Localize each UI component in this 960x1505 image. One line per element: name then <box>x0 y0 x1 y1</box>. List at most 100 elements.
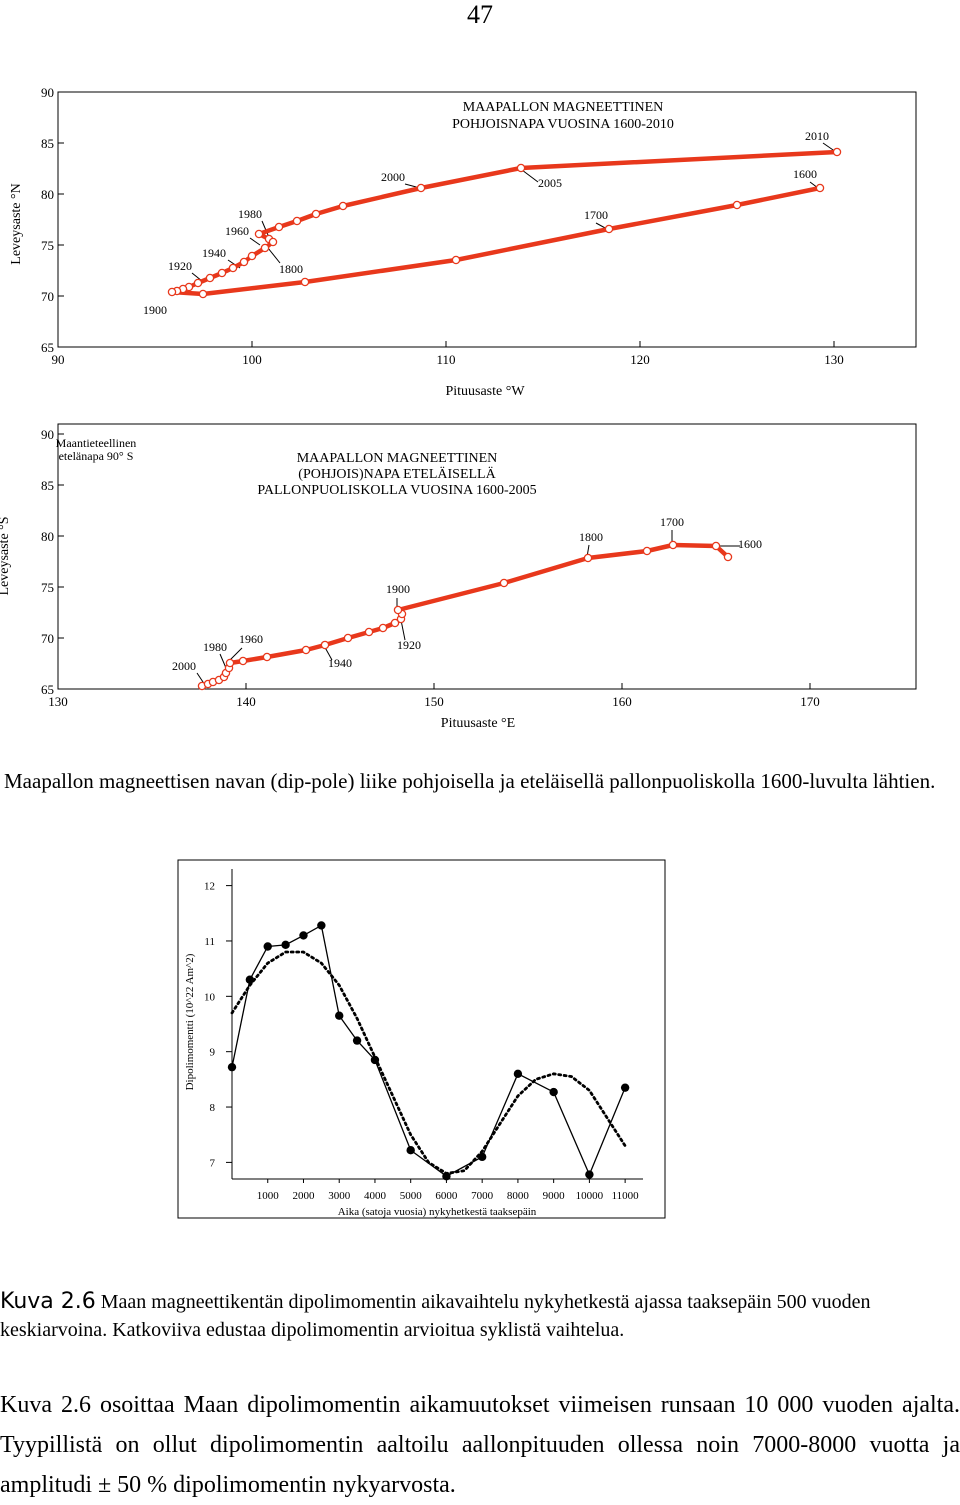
dipole-data-point <box>245 975 255 984</box>
south-year-label-leader <box>229 647 243 661</box>
north-plot-frame <box>57 91 917 348</box>
south-chart-title-line-2: (POHJOIS)NAPA ETELÄISELLÄ <box>298 465 496 482</box>
dipole-x-tick-label: 4000 <box>364 1190 387 1202</box>
south-year-label: 1700 <box>660 515 684 529</box>
south-pole-position-marker <box>499 578 509 588</box>
south-pole-path-chart: Maantieteellinen etelänapa 90° S MAAPALL… <box>0 423 917 731</box>
dipole-x-tick-label: 6000 <box>435 1190 458 1202</box>
north-year-label: 2010 <box>805 129 829 143</box>
south-pole-position-marker <box>225 658 235 668</box>
south-chart-title-line-3: PALLONPUOLISKOLLA VUOSINA 1600-2005 <box>257 483 536 498</box>
north-y-tick-label: 85 <box>41 136 54 151</box>
north-year-label-leader <box>267 247 281 264</box>
south-year-label: 1600 <box>738 537 762 551</box>
south-x-tick-label: 160 <box>612 694 632 709</box>
north-chart-title-line-2: POHJOISNAPA VUOSINA 1600-2010 <box>452 117 674 132</box>
south-y-tick-label: 85 <box>41 478 54 493</box>
dipole-data-point <box>352 1036 362 1045</box>
south-year-label: 1940 <box>328 656 352 670</box>
dipole-y-tick-label: 12 <box>204 881 215 893</box>
page-number: 47 <box>467 0 493 29</box>
dipole-moment-chart: Dipolimomentti (10^22 Am^2) Aika (satoja… <box>177 859 666 1219</box>
north-y-axis-label: Leveysaste °N <box>9 183 24 264</box>
south-y-tick-label: 80 <box>41 529 54 544</box>
north-chart-title-line-1: MAAPALLON MAGNEETTINEN <box>463 100 664 115</box>
south-pole-position-marker <box>393 605 403 615</box>
south-x-tick-label: 170 <box>800 694 820 709</box>
north-pole-position-marker <box>268 237 278 247</box>
dipole-y-tick-label: 8 <box>210 1102 216 1114</box>
south-pole-position-marker <box>343 633 353 643</box>
dipole-measured-line <box>231 924 626 1177</box>
south-y-tick-label: 65 <box>41 682 54 697</box>
south-pole-position-marker <box>583 553 593 563</box>
dipole-data-point <box>585 1170 594 1179</box>
dipole-data-point <box>335 1011 344 1020</box>
north-year-label: 1900 <box>143 303 167 317</box>
south-note-line-2: etelänapa 90° S <box>59 449 134 463</box>
south-pole-position-marker <box>723 552 733 562</box>
north-year-label-leader <box>249 237 261 246</box>
north-year-label: 1940 <box>202 246 226 260</box>
dipole-data-point <box>281 940 290 950</box>
north-pole-position-marker <box>228 263 238 273</box>
dipole-x-tick-label: 10000 <box>576 1190 604 1202</box>
dipole-x-axis-label: Aika (satoja vuosia) nykyhetkestä taakse… <box>338 1206 537 1218</box>
south-pole-position-marker <box>642 546 652 556</box>
south-year-label: 2000 <box>172 659 196 673</box>
north-pole-position-marker <box>416 183 426 193</box>
south-x-tick-label: 130 <box>48 694 68 709</box>
figure-caption: Kuva 2.6 Maan magneettikentän dipolimome… <box>0 1288 960 1344</box>
south-y-tick-label: 75 <box>41 580 54 595</box>
south-y-tick-label: 70 <box>41 631 54 646</box>
south-year-label: 1920 <box>397 638 421 652</box>
north-pole-position-marker <box>193 278 203 288</box>
dipole-y-tick-label: 10 <box>204 991 216 1003</box>
north-x-tick-label: 110 <box>436 352 455 367</box>
dipole-chart-frame <box>177 859 666 1219</box>
dipole-data-point <box>370 1055 380 1065</box>
north-y-tick-label: 70 <box>41 289 54 304</box>
south-pole-position-marker <box>390 618 400 628</box>
dipole-x-tick-label: 8000 <box>507 1190 530 1202</box>
figure-caption-text: Maan magneettikentän dipolimomentin aika… <box>0 1291 871 1341</box>
north-year-label: 1920 <box>168 259 192 273</box>
north-pole-position-marker <box>217 268 227 278</box>
dipole-data-point <box>477 1152 487 1162</box>
south-year-label: 1980 <box>203 640 227 654</box>
south-x-axis-label: Pituusaste °E <box>441 716 515 731</box>
north-x-tick-label: 130 <box>824 352 844 367</box>
north-pole-position-marker <box>311 209 321 219</box>
south-plot-frame <box>57 423 917 690</box>
dipole-data-point <box>406 1146 415 1155</box>
dipole-x-tick-label: 3000 <box>328 1190 351 1202</box>
south-year-label: 1900 <box>386 582 410 596</box>
dipole-data-point <box>513 1069 523 1079</box>
north-year-label: 1960 <box>225 224 249 238</box>
dipole-data-point <box>442 1172 451 1181</box>
dipole-x-tick-label: 5000 <box>400 1190 423 1202</box>
south-year-label: 1960 <box>239 632 263 646</box>
south-y-tick-label: 90 <box>41 427 54 442</box>
north-pole-position-marker <box>205 273 215 283</box>
north-x-axis-label: Pituusaste °W <box>445 384 525 399</box>
map-caption: Maapallon magneettisen navan (dip-pole) … <box>4 769 936 793</box>
north-pole-path-chart: MAAPALLON MAGNEETTINEN POHJOISNAPA VUOSI… <box>9 85 917 399</box>
dipole-x-tick-label: 1000 <box>257 1190 280 1202</box>
north-y-tick-label: 75 <box>41 238 54 253</box>
dipole-y-tick-label: 11 <box>204 936 215 948</box>
dipole-data-point <box>227 1062 237 1072</box>
south-pole-position-marker <box>378 623 388 633</box>
north-year-label: 1700 <box>584 208 608 222</box>
south-pole-position-marker <box>711 541 721 551</box>
north-pole-position-marker <box>292 216 302 226</box>
north-y-tick-label: 65 <box>41 340 54 355</box>
north-x-tick-label: 120 <box>630 352 650 367</box>
dipole-data-point <box>620 1083 630 1092</box>
south-pole-position-marker <box>262 652 272 662</box>
dipole-y-axis-label: Dipolimomentti (10^22 Am^2) <box>184 953 196 1090</box>
south-year-label-leader <box>219 653 227 669</box>
south-pole-position-marker <box>668 540 678 550</box>
north-year-label: 1800 <box>279 262 303 276</box>
north-pole-position-marker <box>254 229 264 239</box>
